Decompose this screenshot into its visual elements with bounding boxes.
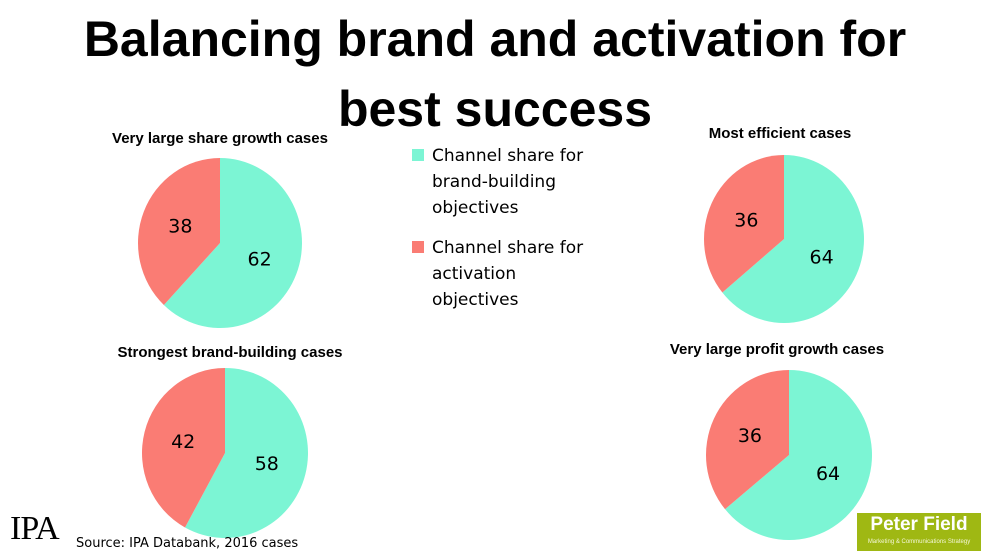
- legend-swatch-brand-building: [412, 149, 424, 161]
- legend-label-brand-building: Channel share for brand-building objecti…: [432, 143, 612, 221]
- pie-chart-most-efficient: 64 36: [704, 155, 864, 323]
- chart-title-profit-growth: Very large profit growth cases: [669, 341, 885, 358]
- pie-chart-brand-building: 58 42: [141, 368, 308, 538]
- legend-item-activation: Channel share for activation objectives: [412, 235, 612, 313]
- data-label-profit-growth-brand-building: 64: [816, 463, 840, 485]
- data-label-most-efficient-brand-building: 64: [810, 247, 834, 269]
- chart-title-share-growth: Very large share growth cases: [112, 130, 328, 147]
- ipa-logo: IPA: [10, 510, 60, 547]
- pie-slice-most-efficient-activation: [704, 155, 784, 293]
- pie-slice-brand-building-activation: [141, 368, 225, 528]
- legend: Channel share for brand-building objecti…: [412, 143, 612, 327]
- pie-chart-share-growth: 62 38: [138, 158, 302, 328]
- data-label-share-growth-activation: 38: [168, 216, 192, 238]
- legend-label-activation: Channel share for activation objectives: [432, 235, 612, 313]
- data-label-brand-building-brand-building: 58: [255, 453, 279, 475]
- slide-title-line-2: best success: [337, 81, 653, 137]
- pie-slice-profit-growth-activation: [706, 370, 789, 510]
- peter-field-logo-name: Peter Field: [870, 514, 968, 535]
- legend-item-brand-building: Channel share for brand-building objecti…: [412, 143, 612, 221]
- chart-title-brand-building: Strongest brand-building cases: [117, 344, 343, 361]
- peter-field-logo: Peter Field Marketing & Communications S…: [857, 513, 981, 551]
- pie-slice-brand-building-brand-building: [185, 368, 308, 538]
- data-label-brand-building-activation: 42: [171, 431, 195, 453]
- chart-title-most-efficient: Most efficient cases: [708, 125, 852, 142]
- data-label-share-growth-brand-building: 62: [248, 248, 272, 270]
- peter-field-logo-tagline: Marketing & Communications Strategy: [867, 539, 971, 545]
- legend-label-line: activation: [432, 264, 517, 284]
- slide-title: Balancing brand and activation for best …: [0, 4, 990, 144]
- data-label-most-efficient-activation: 36: [734, 209, 758, 231]
- legend-swatch-activation: [412, 241, 424, 253]
- legend-label-line: brand-building: [432, 172, 556, 192]
- legend-label-line: objectives: [432, 290, 519, 310]
- pie-slice-profit-growth-brand-building: [725, 370, 872, 540]
- legend-label-line: Channel share for: [432, 238, 584, 258]
- pie-slice-share-growth-brand-building: [163, 158, 302, 328]
- pie-chart-profit-growth: 64 36: [706, 370, 872, 540]
- source-note: Source: IPA Databank, 2016 cases: [76, 536, 299, 551]
- pie-slice-most-efficient-brand-building: [722, 155, 864, 323]
- slide-title-line-1: Balancing brand and activation for: [83, 11, 907, 67]
- data-label-profit-growth-activation: 36: [738, 425, 762, 447]
- legend-label-line: objectives: [432, 198, 519, 218]
- pie-slice-share-growth-activation: [138, 158, 220, 305]
- legend-label-line: Channel share for: [432, 146, 584, 166]
